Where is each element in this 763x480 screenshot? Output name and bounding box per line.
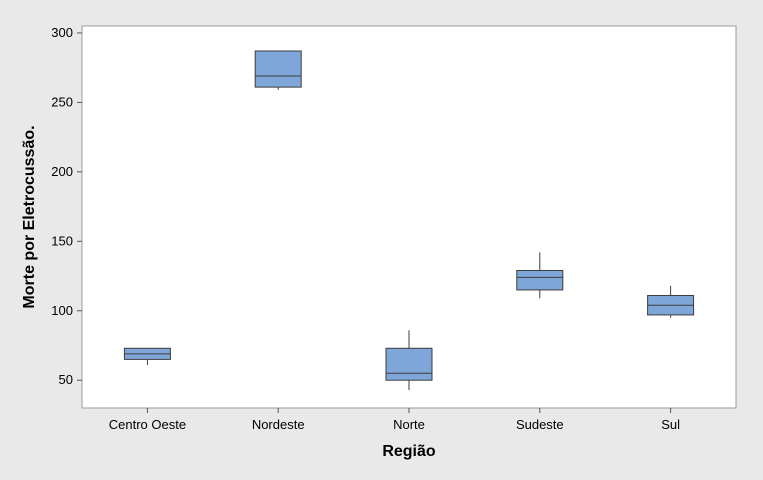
x-axis: Centro Oeste Nordeste Norte Sudeste Sul	[109, 408, 680, 432]
box-norte	[385, 330, 433, 390]
y-axis-title: Morte por Eletrocussão.	[21, 125, 38, 308]
x-tick-label: Nordeste	[252, 417, 305, 432]
box-sul	[647, 285, 695, 318]
y-tick-label: 100	[51, 303, 73, 318]
box-centro-oeste	[123, 347, 171, 365]
x-tick-label: Norte	[393, 417, 425, 432]
y-tick-label: 200	[51, 164, 73, 179]
x-tick-label: Centro Oeste	[109, 417, 186, 432]
x-tick-label: Sul	[661, 417, 680, 432]
box-sudeste	[516, 252, 564, 299]
box-nordeste	[254, 50, 302, 90]
y-tick-label: 50	[59, 372, 73, 387]
x-tick-label: Sudeste	[516, 417, 564, 432]
y-tick-label: 250	[51, 94, 73, 109]
box-iqr	[385, 347, 433, 381]
box-iqr	[516, 269, 564, 291]
box-iqr	[254, 50, 302, 88]
y-axis: 50 100 150 200 250 300	[51, 25, 82, 387]
x-axis-title: Região	[382, 443, 436, 460]
y-tick-label: 150	[51, 233, 73, 248]
boxes	[123, 50, 695, 390]
y-tick-label: 300	[51, 25, 73, 40]
